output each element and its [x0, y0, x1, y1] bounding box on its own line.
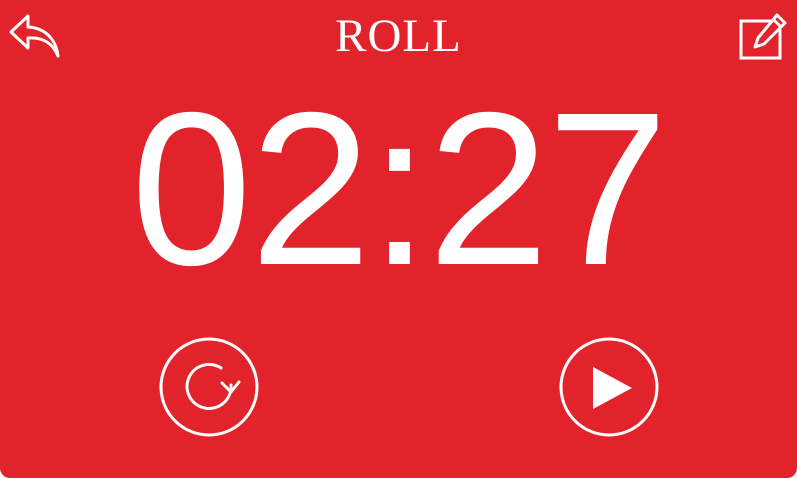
- reset-button[interactable]: [159, 337, 259, 437]
- page-title: ROLL: [335, 10, 462, 62]
- edit-pencil-icon: [739, 13, 787, 60]
- undo-arrow-icon: [9, 14, 60, 58]
- play-icon: [559, 337, 659, 437]
- edit-button[interactable]: [737, 12, 789, 62]
- reset-cycle-icon: [159, 337, 259, 437]
- timer-display: 02:27: [130, 68, 669, 311]
- back-button[interactable]: [8, 12, 62, 60]
- play-button[interactable]: [559, 337, 659, 437]
